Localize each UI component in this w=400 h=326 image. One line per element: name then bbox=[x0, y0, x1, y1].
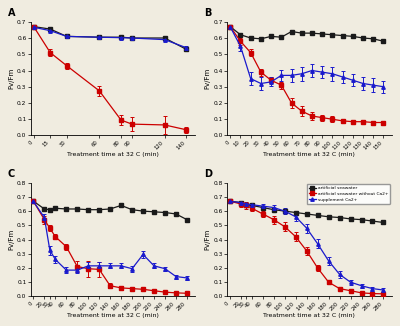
Legend: artificial seawater, artificial seawater without Ca2+, supplement Ca2+: artificial seawater, artificial seawater… bbox=[306, 184, 390, 204]
Y-axis label: Fv/Fm: Fv/Fm bbox=[205, 68, 211, 89]
Y-axis label: Fv/Fm: Fv/Fm bbox=[8, 68, 14, 89]
Text: B: B bbox=[204, 8, 212, 18]
X-axis label: Treatment time at 32 C (min): Treatment time at 32 C (min) bbox=[67, 313, 159, 318]
Y-axis label: Fv/Fm: Fv/Fm bbox=[205, 229, 211, 250]
X-axis label: Treatment time at 32 C (min): Treatment time at 32 C (min) bbox=[67, 152, 159, 157]
Text: C: C bbox=[8, 169, 15, 179]
Text: D: D bbox=[204, 169, 212, 179]
X-axis label: Treatment time at 32 C (min): Treatment time at 32 C (min) bbox=[264, 152, 355, 157]
Y-axis label: Fv/Fm: Fv/Fm bbox=[8, 229, 14, 250]
X-axis label: Treatment time at 32 C (min): Treatment time at 32 C (min) bbox=[264, 313, 355, 318]
Text: A: A bbox=[8, 8, 15, 18]
